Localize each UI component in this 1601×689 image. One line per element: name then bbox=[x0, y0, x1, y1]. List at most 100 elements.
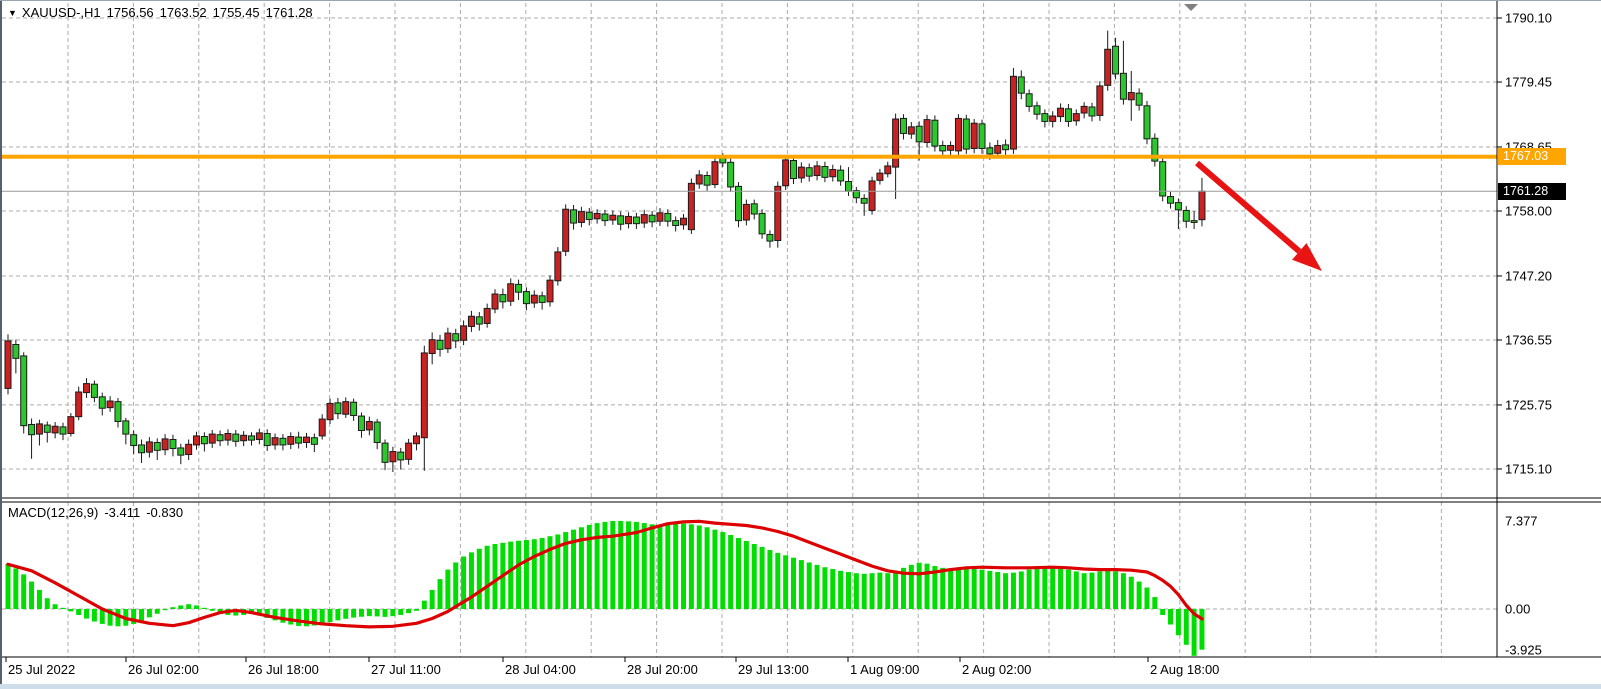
candle bbox=[656, 212, 664, 222]
candle bbox=[460, 325, 468, 341]
price-axis-label: 1725.75 bbox=[1505, 397, 1552, 413]
candle bbox=[664, 212, 672, 222]
candle bbox=[412, 435, 420, 445]
candle bbox=[695, 174, 703, 185]
symbol-timeframe-label: XAUUSD-,H1 bbox=[21, 5, 101, 20]
close-value: 1761.28 bbox=[265, 5, 313, 20]
candle bbox=[491, 293, 499, 310]
candle bbox=[373, 421, 381, 444]
candle bbox=[829, 169, 837, 178]
candle bbox=[310, 437, 318, 445]
price-axis-label: 1747.20 bbox=[1505, 268, 1552, 284]
candle bbox=[703, 175, 711, 186]
candle bbox=[420, 352, 428, 439]
candle bbox=[735, 185, 743, 222]
candle bbox=[687, 182, 695, 231]
candle bbox=[577, 211, 585, 223]
candle bbox=[232, 433, 240, 442]
candle bbox=[962, 118, 970, 150]
candle bbox=[185, 443, 193, 456]
time-axis-label: 1 Aug 09:00 bbox=[850, 662, 920, 677]
price-axis-label: 1736.55 bbox=[1505, 332, 1552, 348]
macd-main-value: -3.411 bbox=[104, 505, 141, 520]
candle bbox=[35, 423, 43, 435]
time-axis-label: 2 Aug 18:00 bbox=[1150, 662, 1220, 677]
candle bbox=[357, 415, 365, 431]
candle bbox=[1119, 72, 1127, 100]
chart-shift-marker-icon[interactable] bbox=[1184, 4, 1198, 11]
candle bbox=[585, 211, 593, 220]
candle bbox=[279, 437, 287, 446]
trend-arrow[interactable] bbox=[1195, 160, 1322, 271]
macd-axis-label: 0.00 bbox=[1505, 601, 1531, 617]
candle bbox=[562, 208, 570, 252]
candle bbox=[876, 172, 884, 181]
candle bbox=[106, 400, 114, 409]
macd-indicator-label: MACD(12,26,9) -3.411 -0.830 bbox=[8, 505, 189, 520]
candle bbox=[248, 435, 256, 441]
candle bbox=[1017, 76, 1025, 94]
candle bbox=[114, 401, 122, 422]
candle bbox=[67, 416, 75, 434]
grid bbox=[2, 3, 1497, 657]
candle bbox=[978, 123, 986, 149]
candle bbox=[1135, 92, 1143, 106]
candle bbox=[1088, 106, 1096, 117]
candle bbox=[224, 432, 232, 441]
candle bbox=[1190, 220, 1198, 223]
candle bbox=[208, 433, 216, 444]
candle bbox=[1057, 107, 1065, 118]
candle bbox=[263, 432, 271, 447]
candle bbox=[711, 161, 719, 186]
candle bbox=[782, 159, 790, 187]
candle bbox=[1143, 105, 1151, 140]
candle bbox=[994, 144, 1002, 154]
candle bbox=[954, 117, 962, 152]
candle bbox=[1025, 93, 1033, 107]
candle bbox=[797, 166, 805, 179]
candle bbox=[381, 442, 389, 463]
candle bbox=[365, 420, 373, 431]
chart-annotations bbox=[2, 4, 1497, 271]
candle bbox=[1072, 113, 1080, 122]
candle bbox=[271, 437, 279, 446]
candle bbox=[51, 425, 59, 434]
candle bbox=[750, 203, 758, 215]
candle bbox=[570, 209, 578, 224]
candle bbox=[884, 165, 892, 175]
candle bbox=[483, 307, 491, 324]
candle bbox=[852, 190, 860, 199]
candle bbox=[507, 283, 515, 302]
candle bbox=[1049, 115, 1057, 122]
candle bbox=[986, 147, 994, 155]
candle bbox=[1198, 190, 1206, 221]
candle bbox=[12, 344, 20, 359]
candle bbox=[1104, 48, 1112, 86]
candle bbox=[4, 340, 12, 389]
candle bbox=[1002, 144, 1010, 151]
candle bbox=[452, 333, 460, 342]
candle bbox=[145, 441, 153, 453]
candle bbox=[931, 119, 939, 147]
macd-signal-line bbox=[6, 519, 1204, 629]
candle bbox=[601, 213, 609, 222]
collapse-triangle-icon[interactable]: ▼ bbox=[8, 8, 17, 18]
candle bbox=[193, 435, 201, 446]
candle bbox=[122, 420, 130, 435]
time-axis-label: 29 Jul 13:00 bbox=[738, 662, 809, 677]
candle bbox=[593, 212, 601, 220]
candle bbox=[28, 423, 36, 436]
candle bbox=[860, 197, 868, 204]
high-value: 1763.52 bbox=[159, 5, 207, 20]
low-value: 1755.45 bbox=[212, 5, 260, 20]
resistance-line[interactable] bbox=[2, 154, 1497, 159]
candle bbox=[397, 451, 405, 461]
candle bbox=[742, 203, 750, 221]
open-value: 1756.56 bbox=[106, 5, 154, 20]
macd-axis-label: -3.925 bbox=[1505, 642, 1542, 658]
candle bbox=[672, 220, 680, 226]
candle bbox=[1096, 85, 1104, 116]
candle bbox=[727, 161, 735, 188]
